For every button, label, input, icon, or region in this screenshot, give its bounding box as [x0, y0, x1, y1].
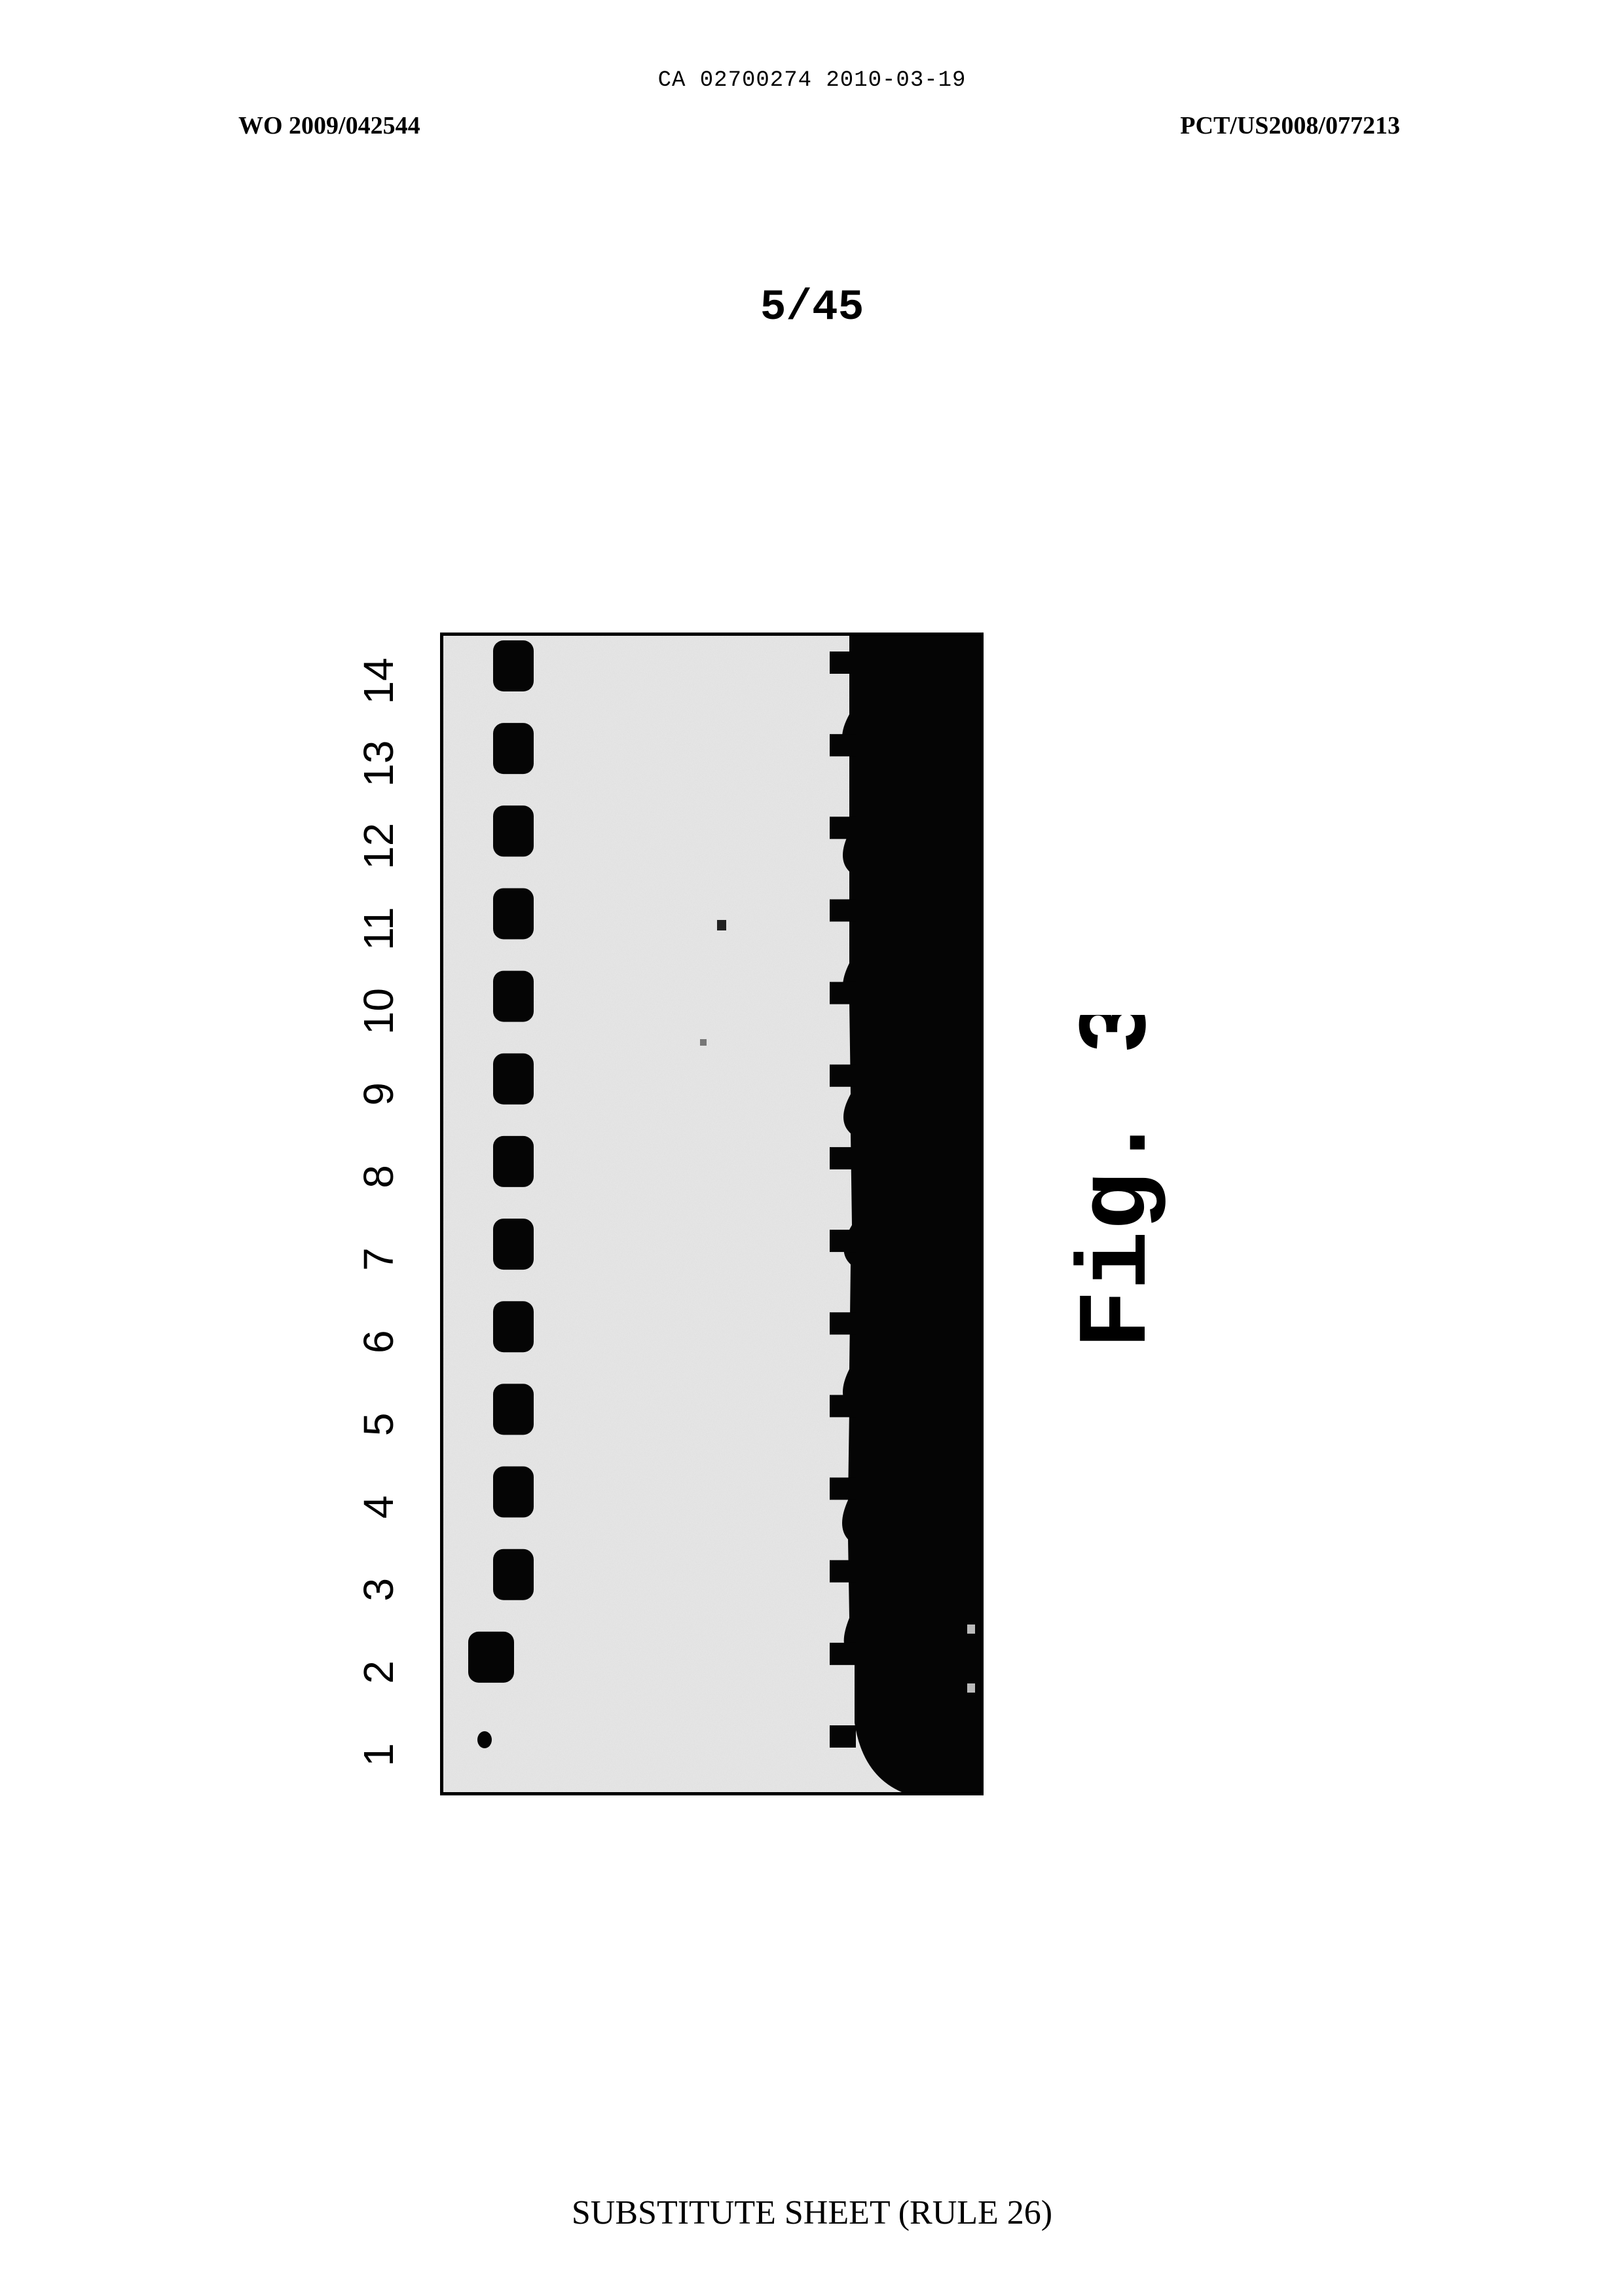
- lane-label: 10: [355, 988, 402, 1035]
- wo-publication-number: WO 2009/042544: [238, 111, 420, 140]
- pct-application-number: PCT/US2008/077213: [1180, 111, 1400, 140]
- gel-notch: [830, 1643, 856, 1665]
- lane-label: 11: [355, 907, 402, 950]
- gel-notch: [830, 1395, 856, 1417]
- lane-label: 4: [355, 1496, 402, 1519]
- gel-notch: [830, 1230, 856, 1252]
- gel-speck: [967, 1683, 975, 1693]
- gel-band: [477, 1731, 492, 1748]
- gel-band: [493, 1054, 534, 1105]
- gel-notch: [830, 652, 856, 674]
- lane-label: 1: [355, 1743, 402, 1767]
- gel-notch: [830, 1478, 856, 1500]
- gel-notch: [830, 1065, 856, 1087]
- lane-label: 9: [355, 1082, 402, 1106]
- gel-smear: [842, 636, 980, 1792]
- lane-label: 3: [355, 1578, 402, 1602]
- gel-band: [493, 1136, 534, 1187]
- gel-image: [440, 633, 984, 1795]
- lane-label: 5: [355, 1413, 402, 1437]
- gel-band: [493, 888, 534, 939]
- gel-speck: [700, 1039, 707, 1046]
- gel-band: [493, 1467, 534, 1518]
- gel-notch: [830, 1312, 856, 1334]
- gel-notch: [830, 1725, 856, 1748]
- lane-label: 13: [355, 741, 402, 787]
- gel-notch: [830, 1147, 856, 1169]
- gel-bands-graphic: [443, 636, 980, 1792]
- footer-text: SUBSTITUTE SHEET (RULE 26): [0, 2194, 1624, 2232]
- gel-band: [493, 971, 534, 1022]
- figure-label: Fig. 3: [1033, 1015, 1190, 1355]
- gel-band: [468, 1632, 514, 1683]
- lane-label: 12: [355, 823, 402, 870]
- lane-label: 6: [355, 1330, 402, 1353]
- sheet-number: 5/45: [0, 283, 1624, 332]
- gel-notch: [830, 1560, 856, 1583]
- figure-label-text: Fig. 3: [1063, 1015, 1175, 1349]
- lane-label: 2: [355, 1661, 402, 1684]
- lane-label: 8: [355, 1165, 402, 1188]
- gel-band: [493, 1219, 534, 1270]
- gel-band: [493, 805, 534, 856]
- gel-notch: [830, 982, 856, 1004]
- gel-speck: [717, 920, 726, 930]
- gel-speck: [967, 1625, 975, 1634]
- gel-notch: [830, 734, 856, 756]
- gel-notch: [830, 817, 856, 839]
- gel-band: [493, 1384, 534, 1435]
- ca-document-header: CA 02700274 2010-03-19: [0, 68, 1624, 93]
- lane-labels: 1234567891011121314: [341, 629, 413, 1794]
- gel-band: [493, 723, 534, 774]
- gel-band: [493, 1301, 534, 1352]
- gel-band: [493, 1549, 534, 1600]
- lane-label: 14: [355, 657, 402, 704]
- gel-notch: [830, 899, 856, 921]
- lane-label: 7: [355, 1247, 402, 1271]
- gel-band: [493, 640, 534, 691]
